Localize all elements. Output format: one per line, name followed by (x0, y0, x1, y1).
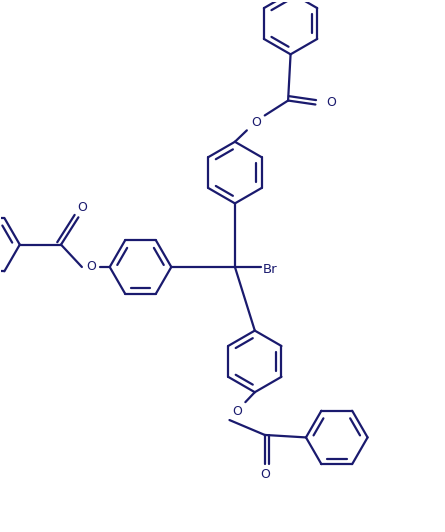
Text: Br: Br (262, 263, 277, 276)
Text: O: O (232, 405, 243, 418)
Text: O: O (326, 96, 336, 109)
Text: O: O (86, 261, 96, 273)
Text: O: O (260, 468, 270, 481)
Text: O: O (77, 201, 87, 214)
Text: O: O (251, 117, 261, 129)
